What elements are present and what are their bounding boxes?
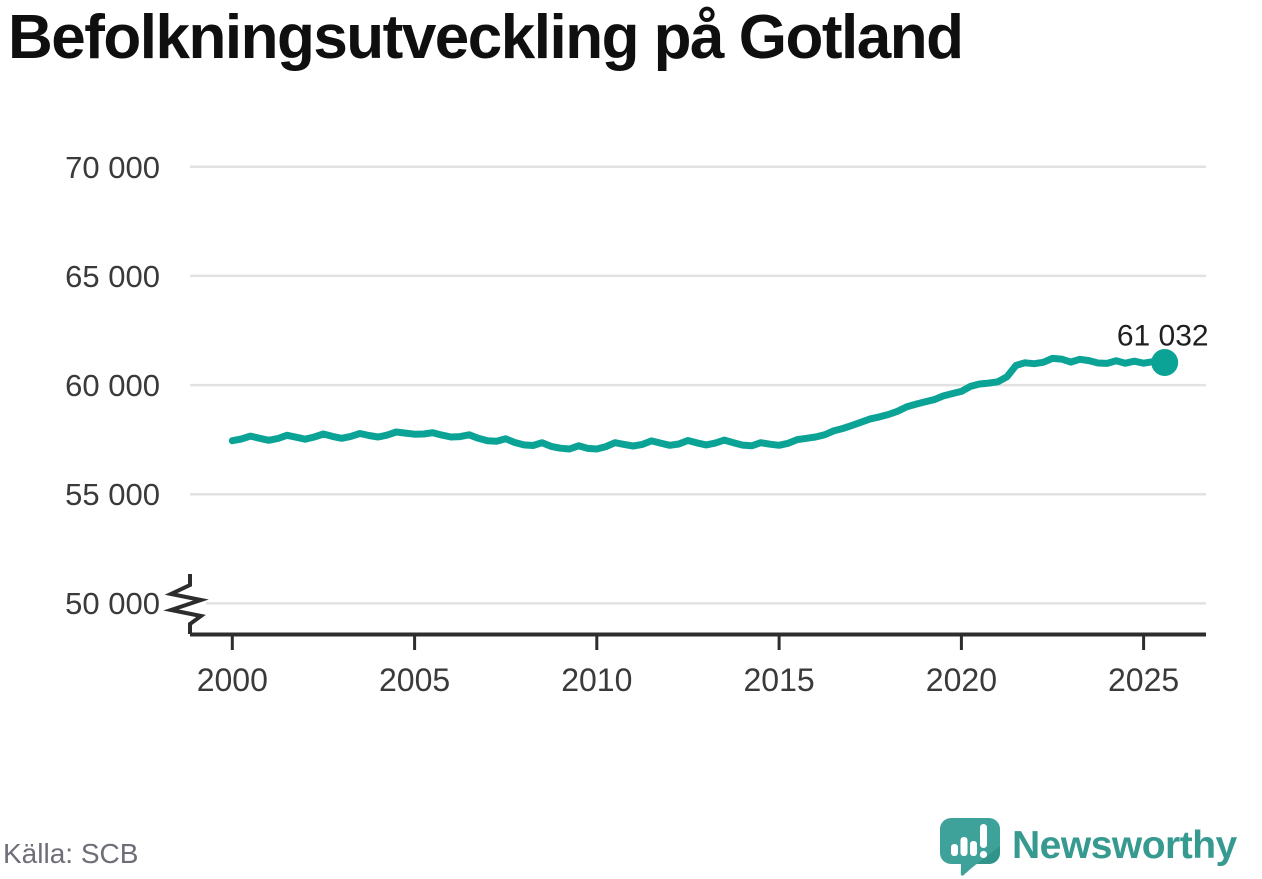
xtick-label-2015: 2015 [744,662,815,698]
chart-title: Befolkningsutveckling på Gotland [8,3,964,72]
x-axis-ticks [230,636,1146,650]
ytick-label-70000: 70 000 [65,150,160,185]
population-line-series [228,354,1169,453]
xtick-label-2020: 2020 [926,662,997,698]
x-axis-labels: 2000 2005 2010 2015 2020 2025 [197,662,1179,698]
ytick-label-60000: 60 000 [65,368,160,403]
newsworthy-logo[interactable]: Newsworthy [938,816,1237,876]
xtick-label-2005: 2005 [379,662,450,698]
newsworthy-wordmark: Newsworthy [1012,824,1237,867]
logo-bar-chart-glyph [951,824,988,859]
gridlines [190,165,1206,605]
y-axis-labels: 70 000 65 000 60 000 55 000 50 000 [65,150,160,621]
axis-break-icon [163,574,209,634]
xtick-label-2000: 2000 [197,662,268,698]
ytick-label-50000: 50 000 [65,586,160,621]
newsworthy-logo-icon [940,818,1000,876]
xtick-label-2025: 2025 [1108,662,1179,698]
logo-exclamation-bar [980,824,987,848]
latest-value-dot [1151,349,1179,376]
ytick-label-65000: 65 000 [65,259,160,294]
x-axis [163,574,1206,650]
xtick-label-2010: 2010 [561,662,632,698]
ytick-label-55000: 55 000 [65,477,160,512]
source-label: Källa: SCB [3,838,139,869]
logo-exclamation-dot [979,850,988,859]
latest-value-label: 61 032 [1117,320,1209,353]
